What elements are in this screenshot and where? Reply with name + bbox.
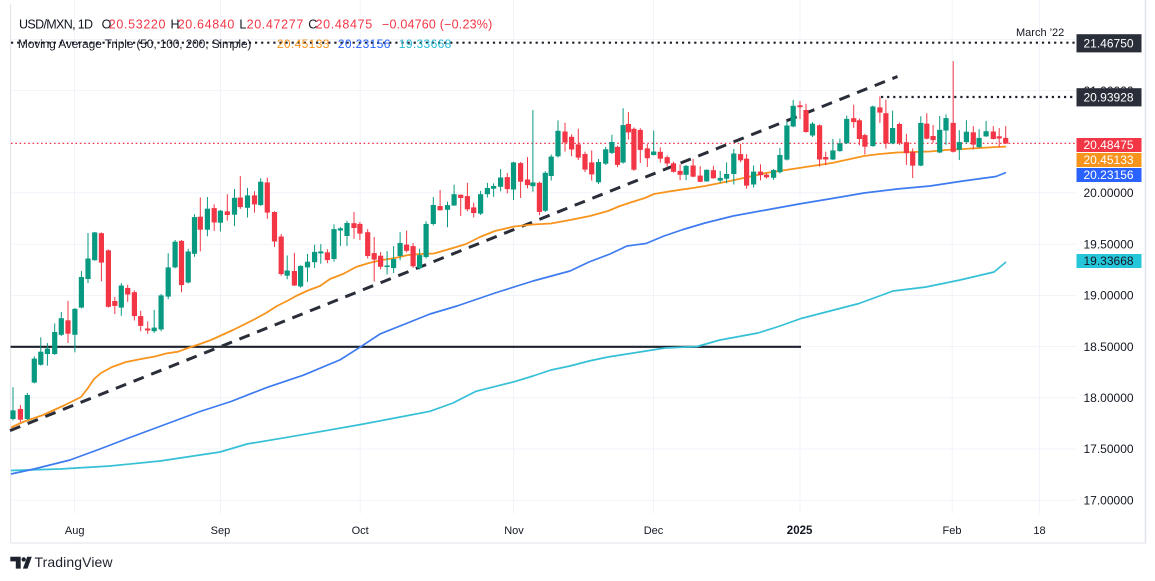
svg-text:20.23156: 20.23156 [1084,168,1134,182]
svg-text:19.33668: 19.33668 [1084,254,1134,268]
svg-text:17.50000: 17.50000 [1084,442,1134,456]
svg-text:C: C [308,17,317,31]
svg-text:Aug: Aug [65,525,85,537]
svg-text:Dec: Dec [644,525,664,537]
svg-text:18.50000: 18.50000 [1084,340,1134,354]
svg-text:−0.04760 (−0.23%): −0.04760 (−0.23%) [382,17,492,31]
svg-text:20.47277: 20.47277 [247,17,304,31]
svg-text:20.45133: 20.45133 [1084,153,1134,167]
svg-text:20.48475: 20.48475 [1084,138,1134,152]
svg-text:17.00000: 17.00000 [1084,493,1134,507]
svg-text:March ’22: March ’22 [1016,27,1064,39]
svg-text:19.33668: 19.33668 [399,37,452,51]
svg-text:20.93928: 20.93928 [1084,91,1134,105]
svg-text:H: H [171,17,180,31]
svg-text:Oct: Oct [352,525,369,537]
svg-text:20.45133: 20.45133 [277,37,330,51]
svg-text:19.50000: 19.50000 [1084,237,1134,251]
svg-text:20.64840: 20.64840 [178,17,235,31]
svg-text:20.00000: 20.00000 [1084,186,1134,200]
svg-text:2025: 2025 [787,525,813,537]
svg-text:19.00000: 19.00000 [1084,289,1134,303]
svg-text:20.53220: 20.53220 [109,17,166,31]
svg-text:18.00000: 18.00000 [1084,391,1134,405]
svg-text:O: O [102,17,112,31]
svg-text:Sep: Sep [211,525,231,537]
svg-text:Nov: Nov [504,525,524,537]
svg-text:USD/MXN, 1D: USD/MXN, 1D [19,17,93,31]
svg-text:L: L [239,17,246,31]
svg-text:Moving Average Triple (50, 100: Moving Average Triple (50, 100, 200; Sim… [18,37,251,51]
svg-text:Feb: Feb [943,525,962,537]
svg-text:20.48475: 20.48475 [316,17,373,31]
svg-text:18: 18 [1033,525,1045,537]
svg-text:20.23156: 20.23156 [338,37,391,51]
svg-text:TradingView: TradingView [35,554,114,570]
svg-text:21.46750: 21.46750 [1084,37,1134,51]
